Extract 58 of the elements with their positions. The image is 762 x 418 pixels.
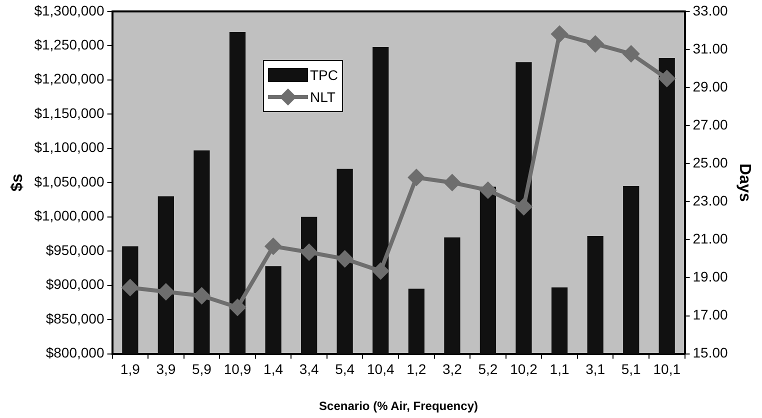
point [336, 250, 353, 267]
y2-tick-label: 17.00 [692, 306, 728, 323]
x-tick-label: 10,9 [224, 361, 252, 378]
y2-axis-title: Days [736, 163, 753, 202]
point [194, 288, 210, 304]
y-tick-label: $1,250,000 [34, 36, 104, 52]
y2-tick-label: 31.00 [692, 40, 728, 56]
y-axis-title: $s [9, 174, 26, 192]
y2-tick-label: 25.00 [692, 154, 728, 170]
point [587, 36, 604, 52]
y2-tick-label: 15.00 [692, 344, 728, 361]
point [552, 26, 568, 42]
x-tick-label: 3,9 [156, 361, 176, 378]
x-tick-label: 5,1 [621, 361, 642, 378]
y2-tick-label: 33.00 [692, 2, 728, 18]
point [301, 244, 318, 260]
point [230, 299, 246, 316]
x-tick-label: 5,9 [192, 361, 212, 378]
y2-tick-label: 27.00 [692, 116, 728, 132]
y2-tick-label: 23.00 [692, 192, 728, 208]
point [623, 46, 640, 62]
y-tick-label: $1,300,000 [34, 2, 104, 18]
point [480, 182, 496, 198]
x-tick-label: 3,4 [299, 361, 320, 378]
y2-tick-label: 29.00 [692, 78, 728, 94]
y-tick-label: $950,000 [46, 242, 104, 258]
point [122, 280, 138, 296]
x-tick-label: 1,4 [264, 361, 284, 378]
x-tick-label: 5,2 [478, 361, 498, 378]
legend-label: TPC [310, 66, 338, 85]
y2-tick-label: 19.00 [692, 268, 728, 285]
y2-tick-label: 21.00 [692, 230, 728, 247]
x-tick-label: 10,2 [510, 361, 538, 378]
point [265, 238, 282, 254]
point [658, 70, 675, 87]
y-tick-label: $1,150,000 [34, 104, 104, 121]
x-tick-label: 10,1 [653, 361, 681, 378]
y-tick-label: $1,050,000 [34, 173, 104, 190]
y-tick-label: $1,200,000 [34, 70, 104, 87]
x-tick-label: 1,2 [406, 361, 426, 378]
point [372, 263, 389, 280]
y-tick-label: $1,000,000 [34, 208, 104, 224]
y-tick-label: $800,000 [46, 344, 104, 361]
x-tick-label: 10,4 [367, 361, 394, 378]
point [444, 174, 460, 191]
point [408, 169, 424, 186]
y-tick-label: $850,000 [46, 310, 104, 326]
y-tick-label: $1,100,000 [34, 139, 104, 156]
y-tick-label: $900,000 [46, 276, 104, 292]
legend-label: NLT [310, 88, 336, 107]
x-tick-label: 3,2 [442, 361, 462, 378]
x-tick-label: 5,4 [335, 361, 355, 378]
x-tick-label: 3,1 [586, 361, 606, 378]
point [158, 284, 174, 300]
x-tick-label: 1,9 [120, 361, 140, 378]
x-tick-label: 1,1 [550, 361, 570, 378]
point [516, 198, 532, 215]
x-axis-title: Scenario (% Air, Frequency) [319, 399, 478, 414]
